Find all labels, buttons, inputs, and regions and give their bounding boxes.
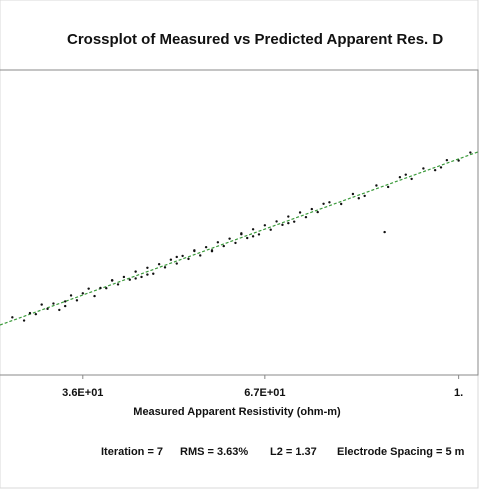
note: L2 = 1.37 — [270, 446, 317, 458]
point — [134, 277, 137, 280]
point — [22, 319, 26, 322]
point — [69, 294, 73, 297]
point — [140, 275, 143, 279]
point — [122, 275, 126, 279]
point — [298, 211, 302, 214]
point — [281, 223, 284, 227]
point — [204, 245, 208, 249]
point — [316, 210, 319, 214]
point — [398, 175, 402, 179]
point — [304, 215, 308, 219]
point — [87, 287, 90, 290]
point — [275, 220, 278, 223]
x-tick-label: 3.6E+01 — [62, 387, 103, 399]
point — [422, 167, 425, 170]
point — [63, 300, 67, 303]
point — [263, 224, 267, 227]
point — [169, 258, 173, 261]
point — [58, 308, 61, 312]
point — [110, 279, 114, 282]
point — [63, 304, 67, 308]
point — [152, 272, 155, 275]
point — [105, 287, 108, 290]
point — [287, 215, 290, 218]
point — [52, 302, 55, 305]
point — [386, 185, 390, 189]
point — [269, 228, 272, 231]
point — [181, 254, 184, 258]
point — [357, 197, 360, 200]
point — [228, 237, 231, 240]
point — [175, 262, 178, 265]
point — [28, 311, 32, 315]
note: Iteration = 7 — [101, 446, 163, 458]
point — [351, 192, 355, 196]
point — [292, 220, 296, 223]
point — [310, 207, 314, 211]
chart-title: Crossplot of Measured vs Predicted Appar… — [67, 31, 443, 48]
point — [163, 266, 167, 269]
point — [199, 254, 202, 257]
point — [383, 230, 386, 234]
point — [251, 228, 255, 231]
point — [363, 194, 366, 198]
point — [193, 249, 196, 252]
point — [175, 255, 178, 259]
point — [11, 316, 14, 319]
point — [187, 257, 190, 261]
point — [93, 294, 96, 298]
point — [339, 202, 343, 206]
point — [157, 262, 161, 266]
point — [240, 232, 243, 235]
point — [439, 166, 443, 169]
point — [251, 235, 255, 238]
point — [134, 270, 137, 273]
point — [322, 202, 325, 205]
x-tick-label: 1. — [454, 387, 463, 399]
point — [116, 283, 120, 286]
point — [457, 159, 460, 162]
plot-area — [0, 69, 479, 376]
point — [146, 273, 149, 276]
note: Electrode Spacing = 5 m — [337, 446, 465, 458]
point — [222, 244, 225, 248]
point — [469, 151, 472, 154]
note: RMS = 3.63% — [180, 446, 248, 458]
point — [404, 173, 407, 176]
point — [210, 249, 214, 252]
point — [34, 312, 38, 316]
point — [99, 286, 102, 290]
x-axis-label: Measured Apparent Resistivity (ohm-m) — [133, 406, 341, 418]
point — [410, 177, 413, 181]
point — [146, 266, 149, 270]
point — [328, 201, 331, 204]
point — [234, 241, 237, 245]
point — [287, 221, 290, 225]
plot — [0, 151, 478, 326]
point — [40, 303, 43, 306]
point — [246, 236, 249, 240]
point — [433, 168, 437, 172]
point — [46, 307, 49, 311]
point — [257, 233, 261, 236]
point — [445, 158, 449, 162]
point — [75, 299, 79, 302]
point — [128, 278, 131, 281]
point — [81, 292, 84, 295]
x-tick-label: 6.7E+01 — [244, 387, 285, 399]
point — [216, 241, 220, 244]
point — [375, 184, 378, 187]
